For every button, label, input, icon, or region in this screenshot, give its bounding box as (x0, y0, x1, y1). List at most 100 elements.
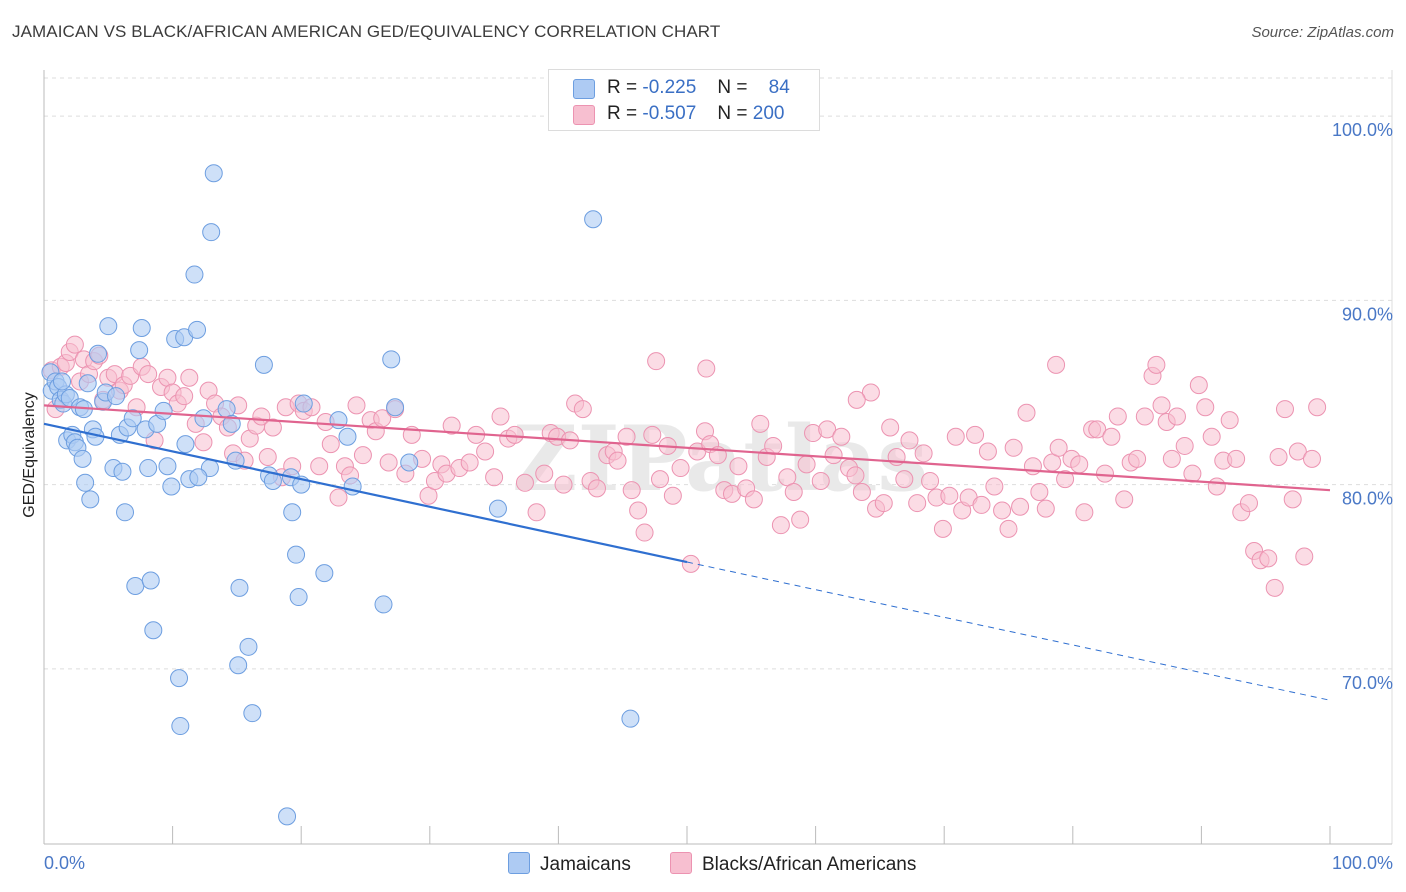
data-point-blacks (347, 396, 366, 415)
data-point-blacks (1269, 448, 1288, 466)
data-point-jamaicans (202, 223, 221, 242)
data-point-jamaicans (132, 319, 151, 337)
data-point-jamaicans (113, 462, 132, 481)
data-point-jamaicans (222, 414, 241, 433)
data-point-blacks (1207, 477, 1226, 496)
data-point-blacks (491, 407, 510, 426)
data-point-blacks (895, 470, 914, 489)
legend-n-label: N = (717, 77, 748, 98)
data-point-blacks (608, 451, 627, 470)
trend-lines (43, 404, 1331, 701)
data-point-blacks (1189, 376, 1208, 395)
data-point-jamaicans (338, 427, 357, 446)
data-point-jamaicans (189, 468, 208, 487)
data-point-jamaicans (158, 457, 177, 476)
data-point-blacks (946, 427, 965, 446)
data-point-blacks (263, 418, 282, 437)
data-point-blacks (643, 425, 662, 444)
data-point-blacks (852, 483, 871, 502)
data-point-blacks (442, 416, 461, 435)
data-point-blacks (900, 431, 919, 450)
data-point-jamaicans (185, 265, 204, 284)
data-point-jamaicans (584, 210, 603, 229)
data-point-jamaicans (170, 669, 189, 688)
bottom-legend-label: Jamaicans (540, 854, 631, 875)
data-point-blacks (861, 383, 880, 402)
data-point-jamaicans (278, 807, 297, 826)
data-point-blacks (1302, 449, 1321, 468)
data-point-blacks (1102, 427, 1121, 446)
data-point-jamaicans (141, 571, 160, 590)
x-tick-labels: 0.0% 100.0% (44, 853, 1393, 873)
data-point-blacks (1088, 420, 1107, 439)
data-point-blacks (554, 475, 573, 494)
data-point-jamaicans (162, 477, 181, 496)
data-point-jamaicans (239, 637, 258, 656)
data-point-blacks (1023, 457, 1042, 476)
data-point-blacks (1183, 464, 1202, 483)
data-point-jamaicans (400, 453, 419, 472)
data-point-jamaicans (123, 409, 142, 428)
legend-r-label: R = (607, 103, 638, 124)
data-point-jamaicans (289, 588, 308, 607)
data-point-blacks (1147, 355, 1166, 374)
data-point-jamaicans (89, 344, 108, 363)
x-tick-label: 100.0% (1332, 853, 1393, 873)
data-point-jamaicans (176, 435, 195, 454)
data-point-blacks (671, 459, 690, 478)
bottom-legend-label: Blacks/African Americans (702, 854, 917, 875)
y-tick-label: 70.0% (1342, 673, 1393, 693)
data-point-blacks (1030, 483, 1049, 502)
trend-line-jamaicans-extension (686, 561, 1331, 701)
data-point-blacks (847, 390, 866, 409)
data-point-blacks (1283, 490, 1302, 509)
data-point-blacks (650, 470, 669, 489)
data-point-blacks (1167, 407, 1186, 426)
data-point-blacks (921, 471, 940, 490)
legend-r-value: -0.225 (642, 77, 697, 98)
data-point-jamaicans (99, 317, 118, 336)
data-point-blacks (1295, 547, 1314, 566)
data-point-blacks (1162, 449, 1181, 468)
data-point-jamaicans (621, 709, 640, 728)
data-point-blacks (527, 503, 546, 522)
bottom-legend-swatch-blue (508, 852, 530, 874)
stats-legend: R = -0.225 N = 84 R = -0.507 N = 200 (548, 69, 820, 131)
data-point-blacks (379, 453, 398, 472)
data-point-blacks (139, 365, 158, 384)
data-point-jamaicans (171, 717, 190, 736)
data-point-blacks (353, 446, 372, 465)
legend-r-value: -0.507 (642, 103, 697, 124)
data-point-blacks (485, 468, 504, 487)
data-point-jamaicans (154, 401, 173, 420)
data-point-jamaicans (386, 398, 405, 417)
data-point-blacks (622, 481, 641, 500)
data-point-jamaicans (243, 704, 262, 723)
data-point-blacks (771, 516, 790, 535)
data-point-blacks (1135, 407, 1154, 426)
data-point-jamaicans (144, 621, 163, 640)
data-point-blacks (180, 368, 199, 387)
bottom-legend-jamaicans: Jamaicans (508, 852, 631, 876)
data-point-blacks (175, 387, 194, 406)
data-point-blacks (460, 453, 479, 472)
data-point-jamaicans (78, 374, 97, 393)
data-point-blacks (1152, 396, 1171, 415)
data-point-blacks (587, 479, 606, 498)
data-point-jamaicans (294, 394, 313, 413)
data-point-blacks (1259, 549, 1278, 568)
data-point-blacks (329, 488, 348, 507)
data-point-blacks (940, 486, 959, 505)
data-point-jamaicans (204, 164, 223, 183)
data-point-blacks (1017, 403, 1036, 422)
legend-n-value: 200 (752, 103, 785, 124)
data-point-blacks (1011, 497, 1030, 516)
data-point-jamaicans (76, 473, 95, 492)
data-point-jamaicans (488, 499, 507, 518)
legend-n-value: 84 (768, 77, 790, 98)
data-point-blacks (729, 457, 748, 476)
data-point-blacks (914, 444, 933, 463)
trend-line-blacks (43, 404, 1331, 492)
data-point-blacks (764, 436, 783, 455)
